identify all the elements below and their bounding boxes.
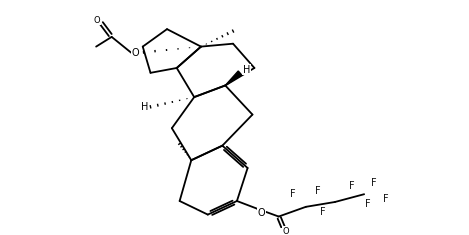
Text: H: H: [141, 102, 148, 112]
Text: F: F: [315, 186, 320, 196]
Text: F: F: [365, 199, 371, 209]
Text: F: F: [290, 189, 296, 199]
Text: F: F: [348, 181, 354, 192]
Text: O: O: [131, 48, 139, 59]
Text: H: H: [243, 65, 250, 75]
Polygon shape: [225, 71, 242, 86]
Text: O: O: [257, 208, 265, 218]
Text: F: F: [371, 178, 377, 188]
Text: F: F: [383, 194, 388, 204]
Text: O: O: [94, 16, 100, 25]
Text: O: O: [282, 227, 289, 235]
Text: F: F: [319, 207, 325, 217]
Text: H: H: [141, 102, 148, 112]
